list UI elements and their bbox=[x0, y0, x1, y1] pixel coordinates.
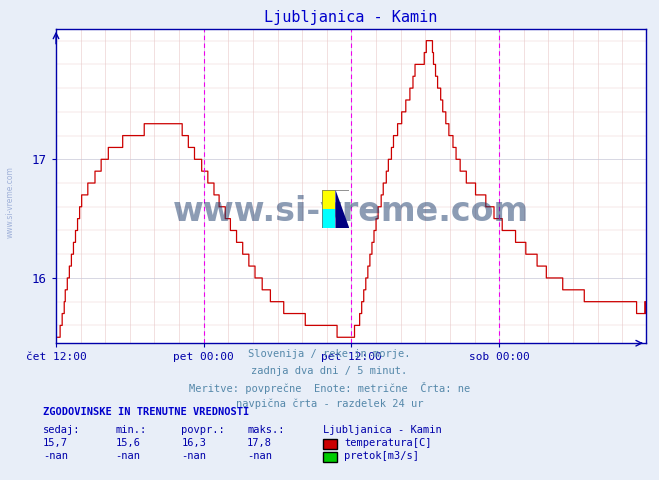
Text: povpr.:: povpr.: bbox=[181, 425, 225, 435]
Polygon shape bbox=[335, 190, 349, 228]
Text: 15,7: 15,7 bbox=[43, 438, 68, 448]
Text: www.si-vreme.com: www.si-vreme.com bbox=[173, 195, 529, 228]
Text: 17,8: 17,8 bbox=[247, 438, 272, 448]
Text: 16,3: 16,3 bbox=[181, 438, 206, 448]
Text: www.si-vreme.com: www.si-vreme.com bbox=[5, 166, 14, 238]
Text: maks.:: maks.: bbox=[247, 425, 285, 435]
Text: Slovenija / reke in morje.: Slovenija / reke in morje. bbox=[248, 349, 411, 360]
Text: -nan: -nan bbox=[115, 451, 140, 461]
Polygon shape bbox=[322, 190, 335, 209]
Text: -nan: -nan bbox=[181, 451, 206, 461]
Text: min.:: min.: bbox=[115, 425, 146, 435]
Text: navpična črta - razdelek 24 ur: navpična črta - razdelek 24 ur bbox=[236, 398, 423, 409]
Text: Ljubljanica - Kamin: Ljubljanica - Kamin bbox=[323, 425, 442, 435]
Text: 15,6: 15,6 bbox=[115, 438, 140, 448]
Text: -nan: -nan bbox=[43, 451, 68, 461]
Text: zadnja dva dni / 5 minut.: zadnja dva dni / 5 minut. bbox=[251, 366, 408, 376]
Title: Ljubljanica - Kamin: Ljubljanica - Kamin bbox=[264, 10, 438, 25]
Text: temperatura[C]: temperatura[C] bbox=[344, 438, 432, 448]
Text: pretok[m3/s]: pretok[m3/s] bbox=[344, 451, 419, 461]
Polygon shape bbox=[322, 209, 335, 228]
Text: Meritve: povprečne  Enote: metrične  Črta: ne: Meritve: povprečne Enote: metrične Črta:… bbox=[189, 382, 470, 394]
Text: ZGODOVINSKE IN TRENUTNE VREDNOSTI: ZGODOVINSKE IN TRENUTNE VREDNOSTI bbox=[43, 407, 249, 417]
Text: -nan: -nan bbox=[247, 451, 272, 461]
Text: sedaj:: sedaj: bbox=[43, 425, 80, 435]
